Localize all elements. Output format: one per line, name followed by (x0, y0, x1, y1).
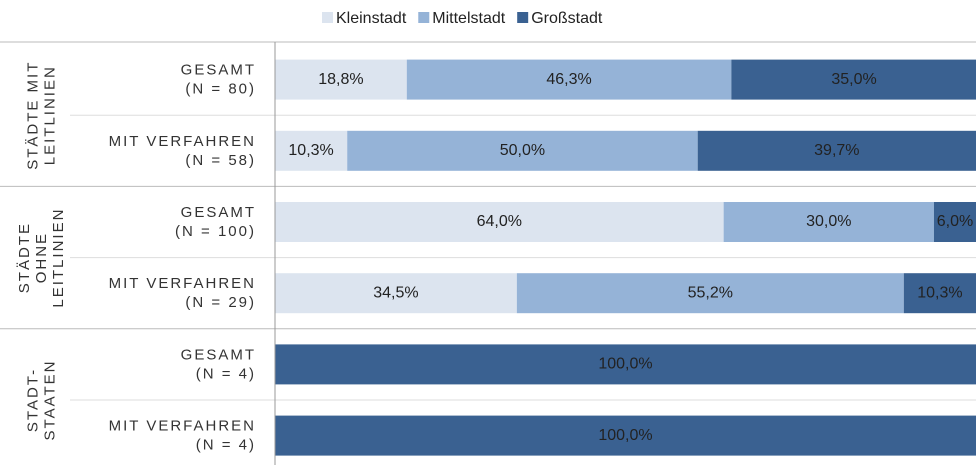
data-label: 50,0% (500, 142, 545, 159)
legend-label: Mittelstadt (432, 10, 505, 27)
bar-segment (275, 273, 517, 314)
bar-segment (933, 202, 976, 242)
group-label-line: STADT- (24, 368, 41, 432)
legend-label: Kleinstadt (336, 10, 407, 27)
data-label: 18,8% (318, 71, 363, 88)
group-label: STÄDTEOHNELEITLINIEN (16, 208, 67, 308)
y-tick-label: GESAMT (181, 62, 256, 79)
bar-segment (516, 273, 904, 314)
data-label: 46,3% (546, 71, 591, 88)
y-tick-label: MIT VERFAHREN (109, 418, 256, 435)
y-tick-label: (N = 58) (185, 152, 256, 169)
group-label: STÄDTE MITLEITLINIEN (24, 61, 58, 170)
y-tick-label: GESAMT (181, 204, 256, 221)
y-tick-label: (N = 4) (196, 365, 256, 382)
data-label: 64,0% (477, 213, 522, 230)
legend-swatch (322, 12, 333, 23)
data-label: 30,0% (806, 213, 851, 230)
data-label: 34,5% (373, 284, 418, 301)
data-label: 10,3% (917, 284, 962, 301)
group-label-line: STAATEN (41, 360, 58, 441)
group-label-line: OHNE (33, 232, 50, 283)
data-label: 6,0% (937, 213, 973, 230)
data-label: 100,0% (598, 356, 652, 373)
group-label-line: LEITLINIEN (50, 208, 67, 308)
bar-segment (275, 130, 348, 171)
bar-segment (347, 130, 698, 171)
group-label-line: STÄDTE MIT (24, 61, 41, 170)
group-label: STADT-STAATEN (24, 360, 58, 441)
data-label: 55,2% (688, 284, 733, 301)
group-label-line: STÄDTE (16, 222, 33, 293)
bar-segment (275, 415, 976, 456)
data-label: 10,3% (288, 142, 333, 159)
group-label-line: LEITLINIEN (41, 65, 58, 165)
data-label: 100,0% (598, 427, 652, 444)
y-tick-label: (N = 4) (196, 437, 256, 454)
y-tick-label: MIT VERFAHREN (109, 133, 256, 150)
y-tick-label: MIT VERFAHREN (109, 275, 256, 292)
y-tick-label: (N = 29) (185, 294, 256, 311)
bar-segment (275, 344, 976, 385)
bar-segment (406, 59, 732, 100)
y-tick-label: (N = 80) (185, 81, 256, 98)
bar-segment (275, 59, 407, 100)
legend-swatch (418, 12, 430, 23)
bar-segment (731, 59, 976, 100)
legend-swatch (517, 12, 529, 23)
bar-segment (697, 130, 976, 171)
data-label: 35,0% (831, 71, 876, 88)
data-label: 39,7% (814, 142, 859, 159)
bar-segment (903, 273, 976, 314)
bar-segment (723, 202, 934, 242)
bar-segment (275, 202, 724, 242)
legend-label: Großstadt (531, 10, 603, 27)
y-tick-label: (N = 100) (175, 223, 256, 240)
y-tick-label: GESAMT (181, 346, 256, 363)
